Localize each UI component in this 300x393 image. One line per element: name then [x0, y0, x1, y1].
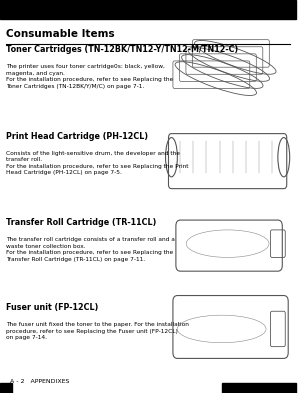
- Text: Transfer Roll Cartridge (TR-11CL): Transfer Roll Cartridge (TR-11CL): [6, 218, 156, 227]
- Text: The fuser unit fixed the toner to the paper. For the installation
procedure, ref: The fuser unit fixed the toner to the pa…: [6, 322, 189, 340]
- Text: Fuser unit (FP-12CL): Fuser unit (FP-12CL): [6, 303, 98, 312]
- Text: Consists of the light-sensitive drum, the developer and the
transfer roll.
For t: Consists of the light-sensitive drum, th…: [6, 151, 188, 175]
- Text: Print Head Cartridge (PH-12CL): Print Head Cartridge (PH-12CL): [6, 132, 148, 141]
- Text: Consumable Items: Consumable Items: [6, 29, 115, 39]
- Bar: [222, 383, 296, 393]
- Bar: [0, 383, 12, 393]
- Bar: [0, 0, 296, 19]
- Text: Toner Cartridges (TN-12BK/TN12-Y/TN12-M/TN12-C): Toner Cartridges (TN-12BK/TN12-Y/TN12-M/…: [6, 45, 238, 54]
- Text: The transfer roll cartridge consists of a transfer roll and a
waste toner collec: The transfer roll cartridge consists of …: [6, 237, 175, 262]
- Text: A - 2   APPENDIXES: A - 2 APPENDIXES: [10, 380, 70, 384]
- Text: The printer uses four toner cartridge0s: black, yellow,
magenta, and cyan.
For t: The printer uses four toner cartridge0s:…: [6, 64, 173, 89]
